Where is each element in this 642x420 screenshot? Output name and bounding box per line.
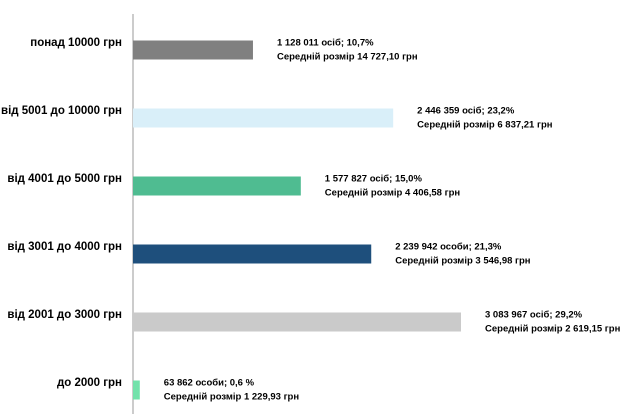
value-label: 1 128 011 осіб; 10,7% <box>277 38 374 49</box>
average-label: Середній розмір 1 229,93 грн <box>164 392 300 403</box>
value-label: 2 446 359 осіб; 23,2% <box>417 106 515 117</box>
value-label: 2 239 942 особи; 21,3% <box>395 242 502 253</box>
bar <box>133 40 253 60</box>
category-label: від 3001 до 4000 грн <box>7 241 122 253</box>
bar <box>133 108 394 128</box>
category-label: від 5001 до 10000 грн <box>1 105 122 117</box>
average-label: Середній розмір 6 837,21 грн <box>417 120 553 131</box>
bar <box>133 380 140 400</box>
category-label: від 2001 до 3000 грн <box>7 309 122 321</box>
category-label: від 4001 до 5000 грн <box>7 173 122 185</box>
category-label: понад 10000 грн <box>30 37 122 49</box>
bar <box>133 244 372 264</box>
value-label: 63 862 особи; 0,6 % <box>164 378 255 389</box>
average-label: Середній розмір 2 619,15 грн <box>485 324 621 335</box>
value-label: 1 577 827 осіб; 15,0% <box>325 174 423 185</box>
average-label: Середній розмір 3 546,98 грн <box>395 256 531 267</box>
category-label: до 2000 грн <box>57 377 122 389</box>
bar <box>133 176 301 196</box>
average-label: Середній розмір 4 406,58 грн <box>325 188 461 199</box>
average-label: Середній розмір 14 727,10 грн <box>277 52 418 63</box>
bar <box>133 312 461 332</box>
value-label: 3 083 967 осіб; 29,2% <box>485 310 583 321</box>
